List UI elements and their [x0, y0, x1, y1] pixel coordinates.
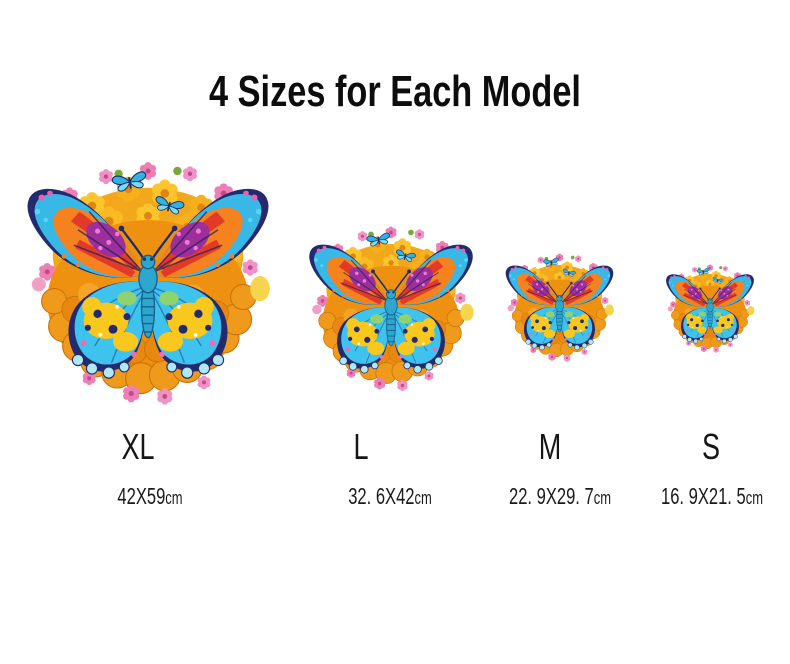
butterfly-figure-xl — [8, 150, 288, 416]
size-label-xl: XL — [121, 426, 155, 467]
butterfly-puzzle-art-l — [296, 218, 486, 399]
size-label-m: M — [538, 426, 562, 467]
dimension-unit: cm — [593, 488, 611, 508]
dimension-value: 16. 9X21. 5 — [661, 483, 746, 509]
dimension-value: 22. 9X29. 7 — [509, 483, 594, 509]
butterfly-puzzle-art-m — [497, 248, 622, 367]
butterfly-figure-l — [296, 218, 486, 399]
dimension-value: 32. 6X42 — [348, 483, 415, 509]
size-dimensions-l: 32. 6X42cm — [311, 483, 469, 509]
size-dimensions-s: 16. 9X21. 5cm — [633, 483, 790, 509]
size-label-s: S — [701, 426, 720, 467]
dimension-unit: cm — [414, 488, 432, 508]
butterfly-figure-m — [497, 248, 622, 367]
butterfly-puzzle-art-xl — [8, 150, 288, 416]
size-dimensions-xl: 42X59cm — [71, 483, 229, 509]
size-label-l: L — [353, 426, 369, 467]
dimension-unit: cm — [745, 488, 763, 508]
butterfly-puzzle-art-s — [659, 260, 761, 357]
dimension-unit: cm — [165, 488, 183, 508]
page-title: 4 Sizes for Each Model — [209, 67, 581, 116]
dimension-value: 42X59 — [117, 483, 166, 509]
butterfly-figure-s — [659, 260, 761, 357]
size-dimensions-m: 22. 9X29. 7cm — [481, 483, 639, 509]
